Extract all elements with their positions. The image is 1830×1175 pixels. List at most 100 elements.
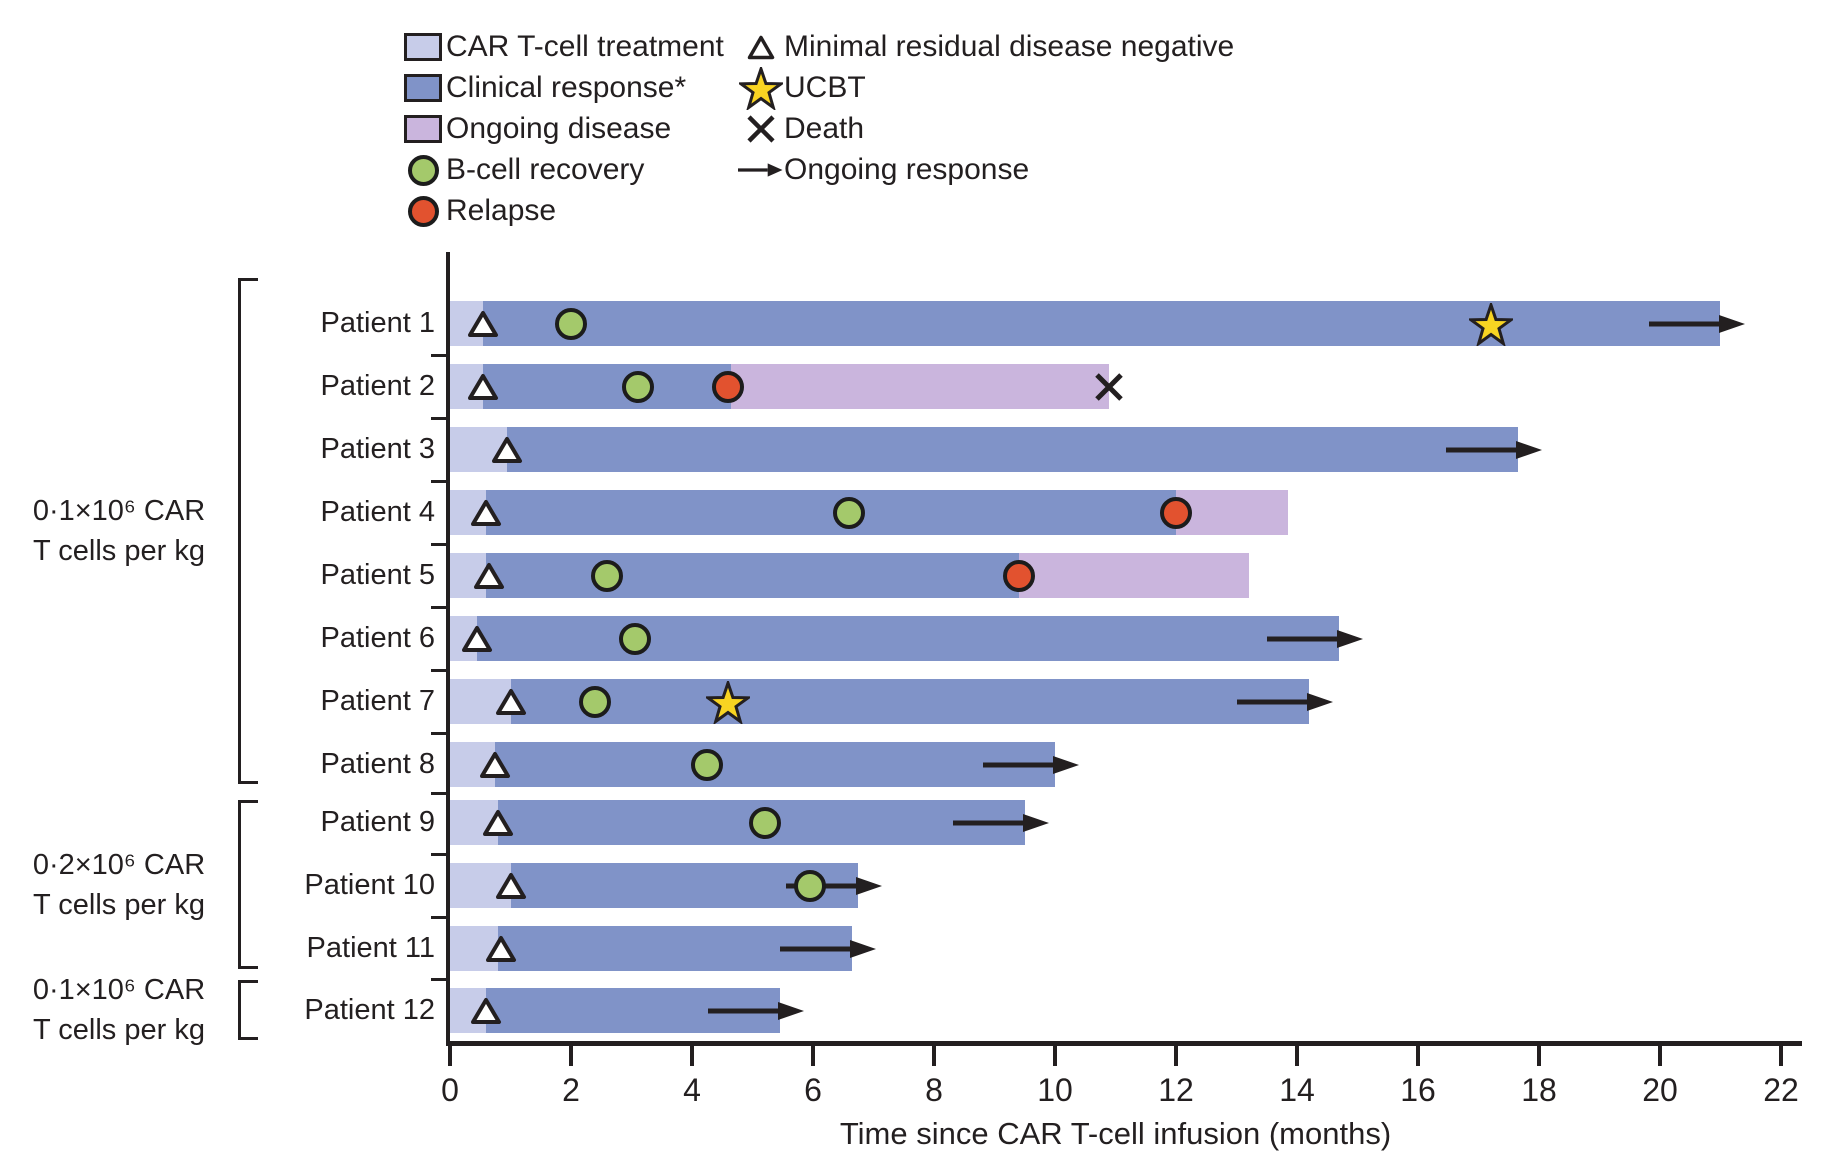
ongoing-arrow-icon: [1648, 312, 1749, 336]
bar-response-segment: [486, 490, 1176, 535]
mrd-triangle-icon: [460, 624, 494, 654]
b-cell-recovery-dot: [691, 748, 724, 781]
bar-response-segment: [486, 553, 1019, 598]
group-bracket: [238, 278, 241, 784]
patient-label: Patient 3: [320, 433, 435, 465]
bar-response-segment: [483, 301, 1721, 346]
group-bracket-tick: [238, 278, 258, 281]
b-cell-recovery-dot: [618, 622, 651, 655]
bar-disease-segment: [731, 364, 1110, 409]
triangle-glyph: [468, 310, 499, 337]
relapse-dot: [1160, 496, 1192, 529]
x-tick-label: 14: [1279, 1072, 1315, 1108]
triangle-glyph: [495, 688, 526, 715]
x-tick-label: 0: [441, 1072, 459, 1108]
mrd-negative-icon: [738, 34, 784, 61]
x-tick-label: 12: [1158, 1072, 1194, 1108]
b-cell-recovery-dot: [621, 370, 654, 403]
ongoing-arrow-icon: [983, 753, 1083, 777]
dose-group-label-line2: T cells per kg: [33, 1014, 205, 1046]
bar-car-t-segment: [450, 679, 511, 724]
b-cell-recovery-dot: [793, 869, 826, 902]
mrd-triangle-icon: [466, 309, 500, 339]
mrd-triangle-icon: [484, 934, 518, 964]
x-tick: [1295, 1046, 1299, 1066]
y-axis-row-tick: [431, 852, 446, 856]
cross-glyph: [1095, 372, 1124, 401]
mrd-triangle-icon: [469, 996, 503, 1026]
x-tick-label: 6: [804, 1072, 822, 1108]
x-tick-label: 20: [1642, 1072, 1678, 1108]
x-tick-label: 8: [925, 1072, 943, 1108]
dose-group-label-line2: T cells per kg: [33, 535, 205, 567]
b-cell-recovery-dot: [833, 496, 866, 529]
x-tick-label: 10: [1037, 1072, 1073, 1108]
y-axis-row-tick: [431, 915, 446, 919]
patient-label: Patient 8: [320, 748, 435, 780]
x-tick: [1779, 1046, 1783, 1066]
triangle-glyph: [468, 373, 499, 400]
x-tick: [1537, 1046, 1541, 1066]
ucbt-icon: [738, 66, 784, 110]
arrow-glyph: [1445, 440, 1542, 459]
mrd-triangle-icon: [466, 372, 500, 402]
triangle-glyph: [492, 436, 523, 463]
x-tick-label: 22: [1763, 1072, 1799, 1108]
b-cell-recovery-dot: [591, 559, 624, 592]
b-cell-recovery-icon: [400, 154, 446, 186]
x-tick: [690, 1046, 694, 1066]
arrow-icon: [738, 163, 783, 177]
legend-label: B-cell recovery: [446, 153, 645, 186]
y-axis-row-tick: [431, 978, 446, 981]
x-tick: [1416, 1046, 1420, 1066]
legend-label: Clinical response*: [446, 71, 687, 104]
patient-label: Patient 12: [304, 994, 435, 1026]
group-bracket: [238, 800, 241, 969]
star-glyph: [1468, 302, 1513, 346]
ongoing-arrow-icon: [1445, 438, 1546, 462]
bar-response-segment: [510, 679, 1310, 724]
dose-group-label: 0·1×10⁶ CAR T cells per kg: [8, 970, 230, 1050]
star-glyph: [706, 680, 751, 724]
dose-group-label-line1: 0·1×10⁶ CAR: [32, 495, 206, 527]
group-bracket-tick: [238, 1037, 258, 1040]
relapse-dot: [712, 370, 745, 403]
y-axis-row-tick: [431, 668, 446, 672]
y-axis-row-tick: [431, 353, 446, 357]
patient-label: Patient 4: [320, 496, 435, 528]
y-axis-row-tick: [431, 605, 446, 609]
group-bracket-tick: [238, 781, 258, 784]
patient-label: Patient 7: [320, 685, 435, 717]
y-axis-line: [446, 252, 450, 1046]
bar-disease-segment: [1176, 490, 1288, 535]
legend-label: Ongoing disease: [446, 112, 672, 145]
y-axis-row-tick: [431, 416, 446, 420]
legend-item-clinical-response: Clinical response*: [400, 69, 686, 107]
bar-car-t-segment: [450, 863, 511, 908]
mrd-triangle-icon: [478, 750, 512, 780]
legend-item-ucbt: UCBT: [738, 66, 866, 110]
arrow-glyph: [952, 813, 1049, 832]
ongoing-response-icon: [738, 159, 784, 181]
mrd-triangle-icon: [490, 435, 524, 465]
ongoing-arrow-icon: [1267, 627, 1367, 651]
group-bracket-tick: [238, 980, 258, 983]
dose-group-label-line1: 0·1×10⁶ CAR: [32, 974, 206, 1006]
patient-label: Patient 5: [320, 559, 435, 591]
cross-icon: [747, 115, 775, 143]
clinical-response-swatch: [400, 74, 446, 102]
legend-label: Relapse: [446, 194, 557, 227]
arrow-glyph: [1237, 692, 1334, 711]
triangle-glyph: [480, 751, 511, 778]
bar-response-segment: [495, 742, 1055, 787]
group-bracket-tick: [238, 966, 258, 969]
y-axis-row-tick: [431, 731, 446, 735]
triangle-glyph: [462, 625, 493, 652]
triangle-glyph: [483, 809, 514, 836]
relapse-icon: [400, 195, 446, 227]
triangle-glyph: [495, 872, 526, 899]
patient-label: Patient 6: [320, 622, 435, 654]
mrd-triangle-icon: [494, 871, 528, 901]
x-axis-line: [446, 1041, 1802, 1046]
